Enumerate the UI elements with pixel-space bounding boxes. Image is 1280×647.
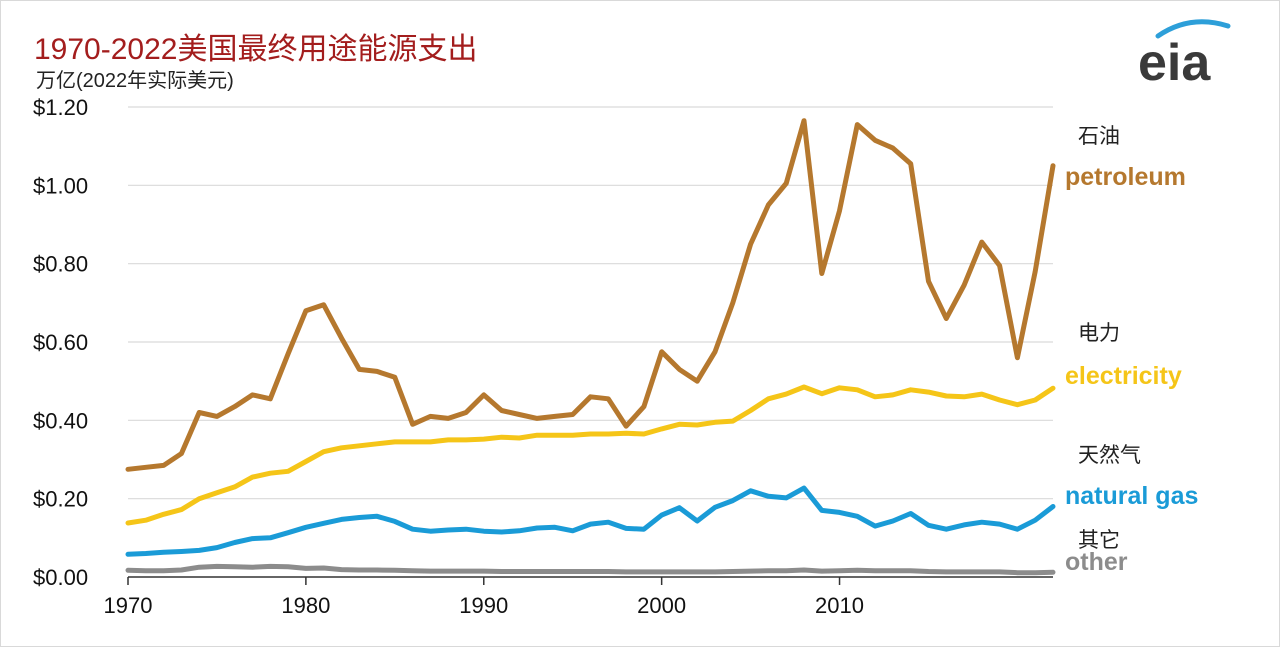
eia-logo: eia	[1138, 19, 1231, 86]
y-tick-label: $1.00	[33, 173, 88, 198]
logo-text: eia	[1138, 34, 1211, 86]
series-labels: 石油 petroleum 电力 electricity 天然气 natural gas 其它…	[1065, 125, 1198, 576]
series-line-natural-gas	[125, 485, 1056, 557]
series-label-cn-petroleum: 石油	[1078, 125, 1120, 148]
y-tick-label: $0.60	[33, 330, 88, 355]
y-tick-label: $0.00	[33, 565, 88, 590]
y-tick-label: $0.80	[33, 252, 88, 277]
y-tick-label: $0.20	[33, 487, 88, 512]
y-tick-label: $1.20	[33, 95, 88, 120]
series-lines	[125, 118, 1056, 576]
x-tick-label: 1970	[104, 593, 153, 618]
x-tick-label: 1980	[281, 593, 330, 618]
x-tick-label: 2010	[815, 593, 864, 618]
x-tick-label: 1990	[459, 593, 508, 618]
series-line-electricity	[125, 384, 1056, 526]
logo-arc	[1155, 19, 1231, 39]
series-label-cn-electricity: 电力	[1078, 322, 1120, 345]
series-label-en-petroleum: petroleum	[1065, 163, 1186, 191]
series-label-cn-other: 其它	[1078, 529, 1120, 552]
x-axis-ticks: 1970 1980 1990 2000 2010	[104, 577, 864, 618]
series-label-en-electricity: electricity	[1065, 362, 1182, 390]
series-label-en-natural-gas: natural gas	[1065, 482, 1198, 510]
series-line-other	[125, 563, 1056, 576]
chart-title: 1970-2022美国最终用途能源支出	[34, 33, 478, 66]
gridlines	[128, 106, 1053, 578]
series-line-petroleum	[125, 118, 1056, 472]
chart-subtitle: 万亿(2022年实际美元)	[36, 70, 234, 92]
y-tick-label: $0.40	[33, 408, 88, 433]
x-tick-label: 2000	[637, 593, 686, 618]
series-label-en-other: other	[1065, 548, 1128, 576]
series-label-cn-natural-gas: 天然气	[1078, 444, 1141, 467]
y-axis-ticks: $0.00 $0.20 $0.40 $0.60 $0.80 $1.00 $1.20	[33, 95, 88, 590]
